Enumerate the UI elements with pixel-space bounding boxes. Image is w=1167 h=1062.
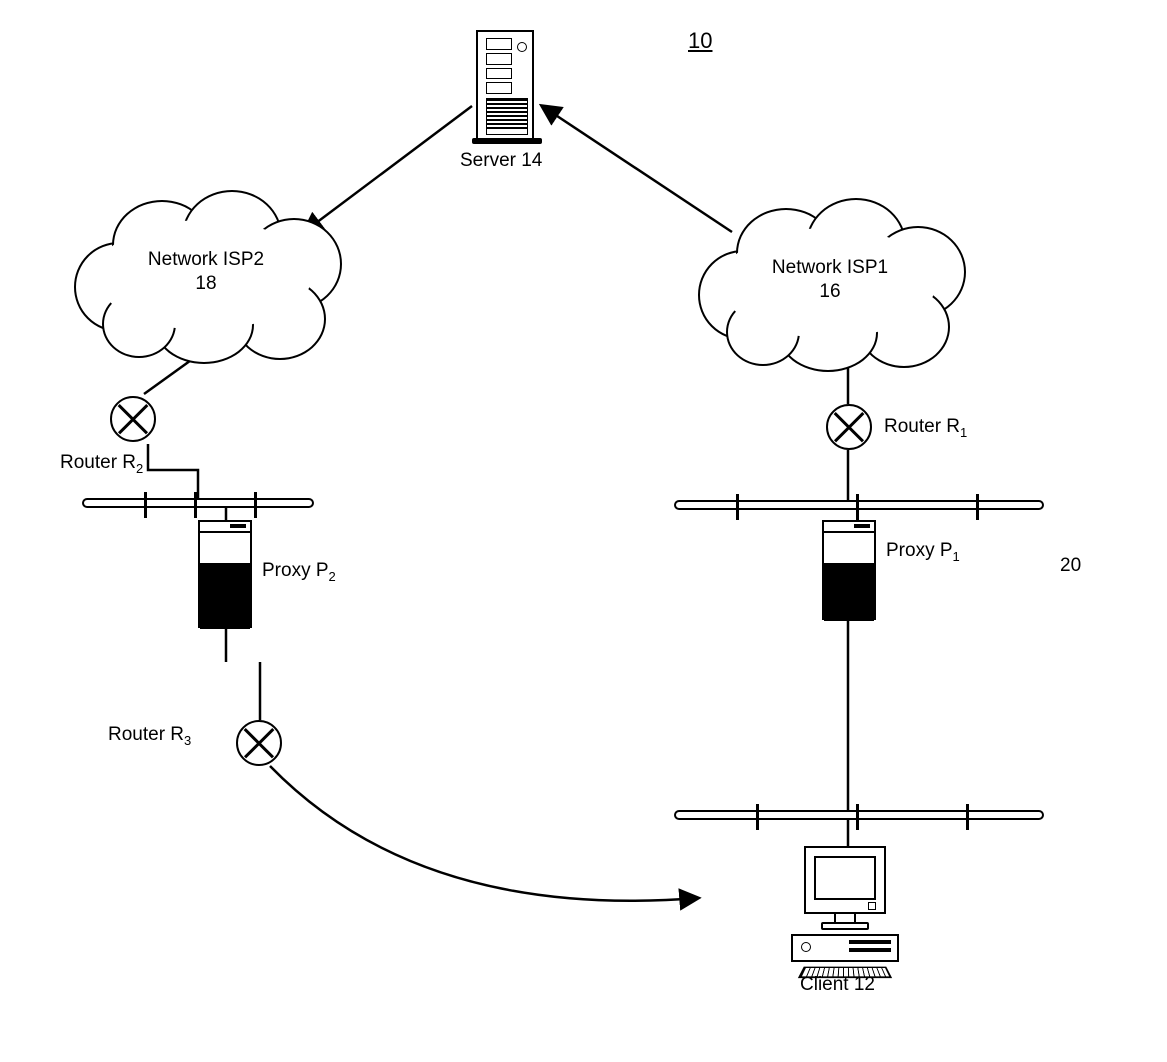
client-label: Client 12 xyxy=(800,974,875,996)
cloud-isp2: Network ISP2 18 xyxy=(74,190,338,360)
proxy-p2-label: Proxy P2 xyxy=(262,560,336,584)
router-r1-label: Router R1 xyxy=(884,416,967,440)
figure-number: 10 xyxy=(688,28,712,54)
connectors-layer xyxy=(0,0,1167,1062)
router-r1-icon xyxy=(826,404,872,450)
proxy-p1-label: Proxy P1 xyxy=(886,540,960,564)
cloud-isp2-line2: 18 xyxy=(195,273,216,294)
router-r2-icon xyxy=(110,396,156,442)
router-r3-label: Router R3 xyxy=(108,724,191,748)
client-icon xyxy=(790,846,900,979)
server-label: Server 14 xyxy=(460,150,542,172)
bus-bottom-right xyxy=(674,810,1044,820)
router-r3-icon xyxy=(236,720,282,766)
bus-top-right xyxy=(674,500,1044,510)
side-number: 20 xyxy=(1060,555,1081,577)
cloud-isp1-line2: 16 xyxy=(819,281,840,302)
proxy-p1-icon xyxy=(822,520,876,620)
cloud-isp2-line1: Network ISP2 xyxy=(148,249,264,270)
cloud-isp1-line1: Network ISP1 xyxy=(772,257,888,278)
router-r2-label: Router R2 xyxy=(60,452,143,476)
diagram-canvas: 10 Server 14 Network ISP1 16 Network ISP… xyxy=(0,0,1167,1062)
proxy-p2-icon xyxy=(198,520,252,628)
server-icon xyxy=(476,30,542,140)
bus-left xyxy=(82,498,314,508)
cloud-isp1: Network ISP1 16 xyxy=(698,198,962,368)
